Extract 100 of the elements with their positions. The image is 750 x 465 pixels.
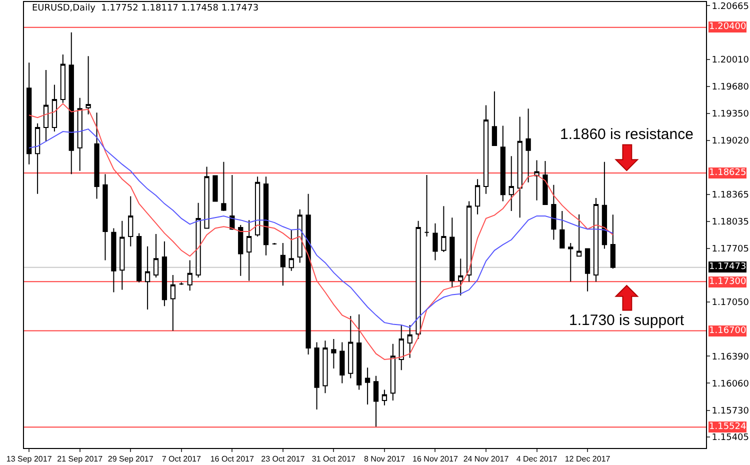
candlestick [560,210,565,248]
ref-line-label: 1.16700 [709,326,746,336]
y-tick-label: 1.20010 [712,56,750,66]
candlestick [162,240,168,307]
candlestick [94,112,100,200]
candlestick [407,324,412,358]
candlestick [221,161,226,212]
candlestick [68,32,74,175]
candlestick [542,160,548,205]
y-tick-label: 1.19350 [712,110,750,120]
candlestick [178,282,184,286]
candlestick [170,274,176,332]
candlestick [144,246,150,310]
x-tick-label: 7 Oct 2017 [162,454,202,464]
candlestick [432,222,438,261]
candlestick [288,229,294,272]
candlestick [517,116,522,218]
candlestick [441,206,446,253]
x-tick-label: 16 Nov 2017 [412,454,458,464]
candlestick [306,193,311,356]
candlestick [356,314,362,390]
candlestick [43,70,49,142]
candlestick [331,338,336,369]
y-tick-label: 1.20665 [712,2,750,12]
candlestick [187,260,192,292]
ref-line-label: 1.17300 [709,277,746,287]
candlestick [576,214,582,257]
candlestick [254,176,260,237]
candlestick [322,340,328,394]
candlestick [34,122,40,194]
candlestick [111,228,116,293]
x-tick-label: 23 Oct 2017 [261,454,306,464]
candlestick [120,220,125,290]
candlestick [483,104,489,194]
x-tick-label: 12 Dec 2017 [564,454,611,464]
ref-line-label: 1.18625 [709,168,746,178]
candlestick [314,342,320,410]
candlestick [52,84,58,132]
ref-line-label: 1.20400 [709,22,746,32]
candlestick [136,232,142,283]
candlestick [390,343,396,401]
y-tick-label: 1.15730 [712,406,750,416]
candlestick [26,62,32,165]
candlestick [584,248,590,292]
candlestick [474,178,480,215]
candlestick [263,176,269,256]
x-tick-label: 13 Sep 2017 [6,454,52,464]
candlestick [153,234,159,278]
annotation: 1.1730 is support [569,312,685,329]
candlestick [508,156,514,212]
candlestick [348,316,354,379]
candlestick [416,220,421,340]
y-tick-label: 1.18365 [712,190,750,200]
candlestick [364,367,370,406]
candlestick [196,202,201,278]
candlestick [373,375,379,428]
candlestick [534,160,540,201]
candlestick [458,258,464,296]
annotation: 1.1860 is resistance [560,126,694,143]
candlestick [398,324,404,371]
x-tick-label: 29 Sep 2017 [108,454,154,464]
candlestick [568,242,574,282]
candlestick [424,174,430,237]
y-tick-label: 1.15405 [712,433,750,444]
candlestick [212,175,218,202]
candlestick [551,184,556,240]
candlestick [492,90,498,146]
candlestick [340,342,345,384]
candlestick [382,389,388,406]
candlestick [128,196,134,247]
candlestick [272,242,278,246]
ref-line-label: 1.17473 [709,262,746,272]
candlestick [500,125,506,202]
candlestick [60,54,66,104]
y-tick-label: 1.19680 [712,82,750,93]
y-tick-label: 1.18035 [712,217,750,228]
y-tick-label: 1.17705 [712,244,750,255]
y-tick-label: 1.19020 [712,136,750,147]
x-tick-label: 21 Sep 2017 [57,454,104,464]
candlestick [238,224,244,276]
candlestick [86,56,91,115]
candlestick [280,242,286,286]
y-tick-label: 1.16390 [712,352,750,362]
candlestick [450,217,455,288]
candlestick [204,166,210,229]
x-tick-label: 24 Nov 2017 [463,454,510,464]
candlestick [593,197,599,282]
candlestick [230,174,235,230]
x-tick-label: 4 Dec 2017 [516,454,558,464]
candlestick [466,200,472,282]
y-tick-label: 1.17050 [712,298,750,308]
candlestick [610,214,616,270]
x-tick-label: 31 Oct 2017 [312,454,356,464]
x-tick-label: 8 Nov 2017 [364,454,406,464]
candlestick [246,220,252,282]
candlestick [77,97,82,172]
y-tick-label: 1.16060 [712,379,750,390]
candlestick [526,108,531,183]
ref-line-label: 1.15524 [709,422,746,432]
candlestick [297,208,302,264]
